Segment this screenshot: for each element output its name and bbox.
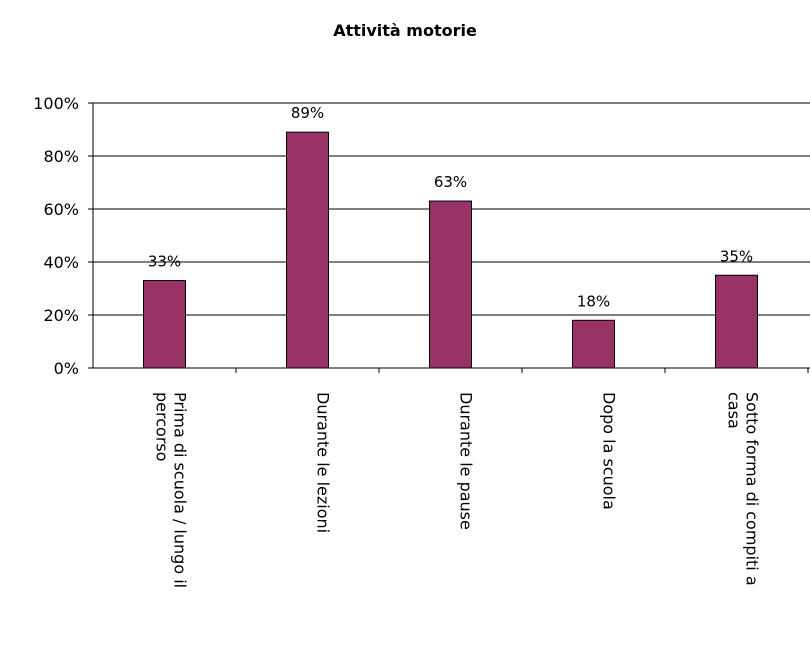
category-label: Durante le pause (457, 392, 476, 530)
data-label: 63% (434, 173, 467, 191)
y-tick-label: 20% (43, 306, 79, 325)
data-label: 18% (577, 292, 610, 310)
bars (143, 131, 758, 369)
bar (715, 274, 758, 369)
category-label: Prima di scuola / lungo il (171, 392, 190, 588)
data-label: 89% (291, 104, 324, 122)
category-label: Sotto forma di compiti a (743, 392, 762, 586)
bar (429, 200, 472, 369)
data-label: 33% (148, 253, 181, 271)
bar (572, 319, 615, 369)
data-label: 35% (720, 247, 753, 265)
bar (286, 131, 329, 369)
category-label: Dopo la scuola (600, 392, 619, 510)
y-tick-label: 60% (43, 200, 79, 219)
y-axis-ticks: 0% 20% 40% 60% 80% 100% (33, 94, 93, 378)
data-labels: 33% 89% 63% 18% 35% (148, 104, 753, 310)
y-tick-label: 0% (54, 359, 79, 378)
axes (92, 103, 810, 373)
y-tick-label: 80% (43, 147, 79, 166)
y-tick-label: 40% (43, 253, 79, 272)
category-label: Durante le lezioni (314, 392, 333, 533)
y-tick-label: 100% (33, 94, 79, 113)
category-label: casa (725, 392, 744, 429)
chart-title: Attività motorie (333, 21, 477, 40)
category-label: percorso (153, 392, 172, 462)
bar (143, 280, 186, 369)
